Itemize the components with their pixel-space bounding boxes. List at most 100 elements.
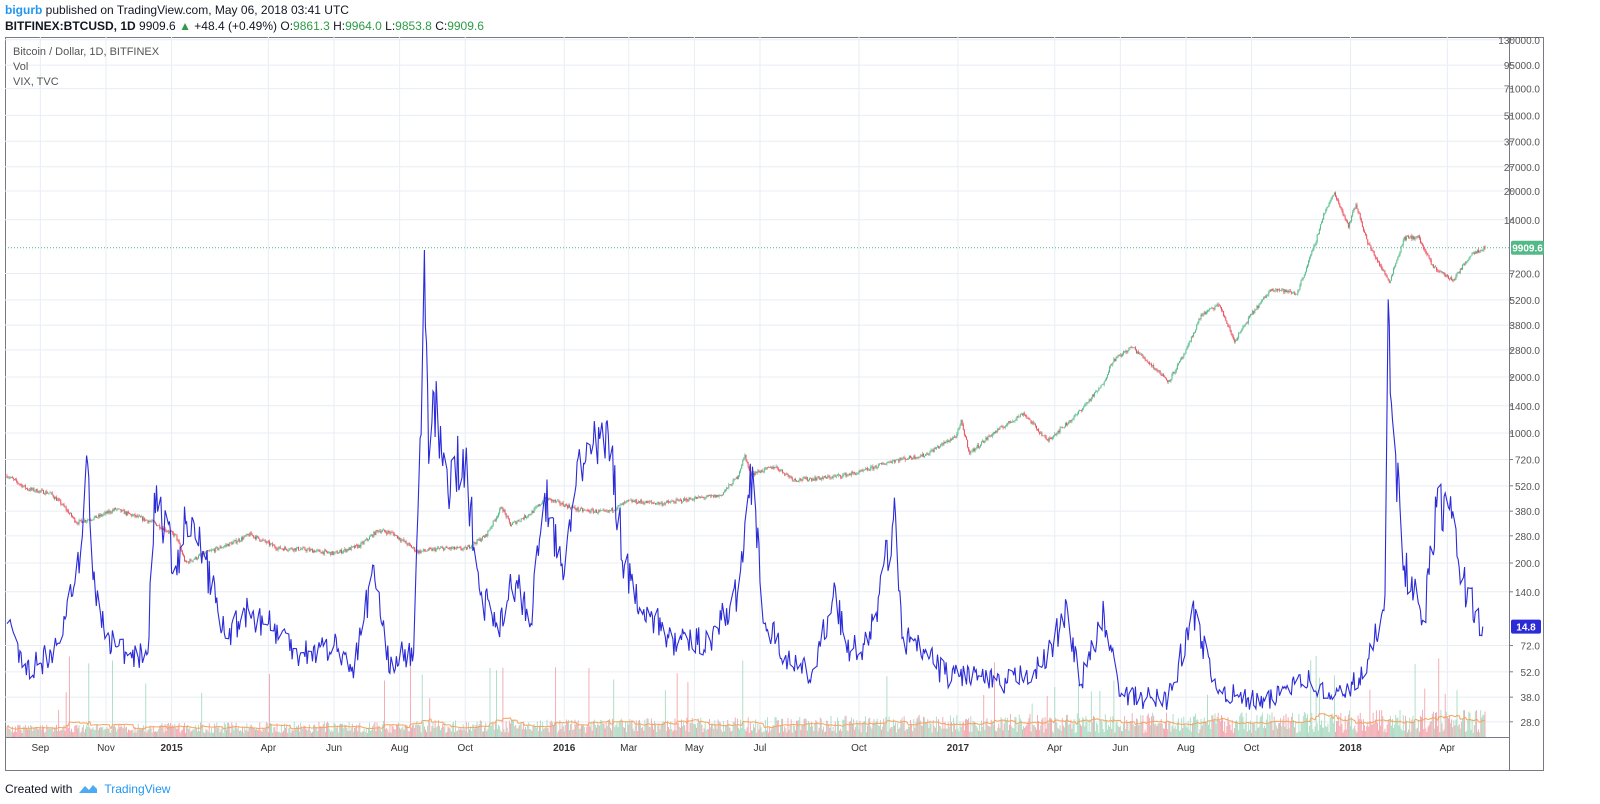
candle-body [75,521,77,523]
candle-body [364,540,366,542]
candle-body [244,535,246,538]
volume-bar [1012,727,1014,737]
volume-bar [1011,726,1013,737]
candle-body [1106,374,1108,378]
volume-bar [786,732,788,737]
volume-bar [1439,732,1441,737]
volume-bar [1037,715,1038,737]
candle-body [1241,328,1243,331]
volume-bar [1379,710,1381,737]
candle-body [1149,363,1151,365]
last-vix-badge-bg [1511,619,1541,634]
volume-bar [540,720,541,737]
candle-body [663,503,665,505]
volume-bar [577,720,579,737]
candle-body [581,508,583,512]
volume-bar [1477,731,1478,737]
candle-body [1140,353,1142,355]
volume-bar [760,727,762,737]
candle-body [600,510,602,511]
volume-bar [560,729,562,737]
candle-body [1203,311,1205,315]
tradingview-link[interactable]: TradingView [104,782,171,796]
candle-body [842,474,844,478]
volume-bar [909,726,910,737]
candle-body [280,548,282,550]
volume-bar [1057,727,1059,737]
volume-bar [1191,723,1193,737]
candle-body [687,500,689,502]
chart-frame[interactable]: 130000.0 95000.0 71000.0 51000.0 37000.0 2700… [5,36,1544,771]
candle-body [945,442,947,444]
volume-bar [1203,717,1205,737]
candle-body [814,477,816,481]
candle-body [502,508,504,512]
author-link[interactable]: bigurb [5,3,43,17]
volume-bar [515,724,517,737]
candle-body [450,547,452,549]
volume-bar [982,726,984,737]
volume-bar [696,727,697,737]
candle-body [191,560,193,562]
volume-bar [28,725,29,737]
candle-body [775,466,777,468]
volume-bar [1221,715,1222,737]
candle-body [813,478,815,481]
candle-body [574,506,576,510]
volume-bar [522,722,524,737]
volume-bar [601,720,603,737]
volume-bar [8,729,10,737]
volume-bar [559,720,561,737]
volume-bar [1455,719,1457,737]
x-tick-label: 2018 [1339,743,1362,754]
candle-body [339,549,341,552]
volume-bar [181,729,183,737]
candle-body [1295,294,1297,295]
candle-body [149,521,151,522]
volume-bar [1262,728,1264,737]
candle-body [1358,212,1360,214]
volume-bar [1271,712,1273,737]
candle-body [569,505,571,508]
volume-bar [1365,731,1367,737]
y-tick-label: 200.0 [1515,559,1540,570]
volume-bar [1442,731,1444,737]
candle-body [374,531,376,535]
candle-body [1340,206,1342,208]
volume-bar [598,724,600,737]
candle-body [1407,235,1409,237]
candle-body [605,510,607,512]
candle-body [444,547,446,551]
candle-body [930,450,932,452]
candle-body [274,545,276,548]
volume-bar [537,731,539,737]
candle-body [587,509,589,511]
candle-body [955,436,957,438]
volume-bar [1349,710,1350,737]
volume-bar [1038,721,1040,737]
candle-body [876,467,878,469]
candle-body [429,548,431,549]
candle-body [409,544,411,546]
price-chart[interactable]: 130000.095000.071000.051000.037000.02700… [5,36,1544,771]
candle-body [480,539,482,542]
candle-body [623,502,625,503]
volume-bar [36,727,38,737]
volume-bar [989,726,991,737]
candle-body [699,496,701,498]
volume-bar [1410,731,1412,737]
volume-bar [147,730,149,737]
candle-body [72,516,74,518]
volume-bar [351,723,353,737]
volume-bar [1018,714,1020,737]
volume-bar [94,729,96,737]
candle-body [556,501,558,502]
candle-body [920,455,922,457]
volume-bar [1256,715,1258,737]
candle-body [973,448,975,452]
price-change: +48.4 (+0.49%) [194,19,278,33]
candle-body [1413,236,1415,240]
candle-body [782,469,784,473]
candle-body [1473,252,1475,254]
candle-body [978,446,980,448]
